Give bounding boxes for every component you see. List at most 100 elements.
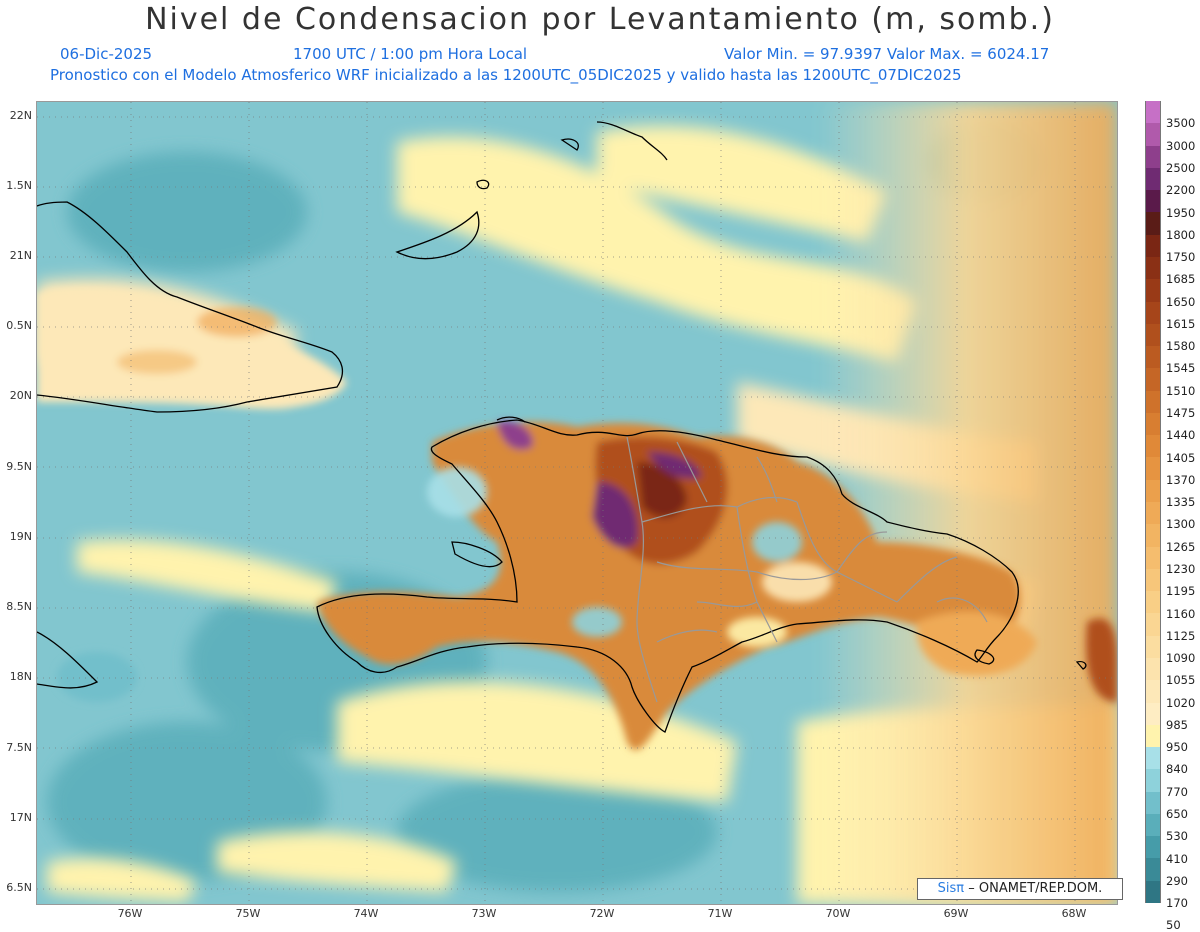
color-scale-swatch [1145,591,1161,614]
lat-label: 9.5N [6,460,32,473]
great-inagua [395,210,480,260]
color-scale-swatch [1145,791,1161,815]
jamaica-coastline [37,631,99,689]
sispi-logo: Sisπ [937,881,965,896]
color-scale-label: 2500 [1166,160,1196,175]
lon-label: 70W [825,907,851,920]
color-scale-label: 1510 [1166,383,1196,398]
color-scale-label: 290 [1166,873,1188,888]
color-scale-label: 1265 [1166,539,1196,554]
lon-label: 74W [353,907,379,920]
lon-label: 69W [943,907,969,920]
credit-box: Sisπ – ONAMET/REP.DOM. [917,878,1123,900]
color-scale-swatch [1145,435,1161,458]
color-scale-swatch [1145,680,1161,703]
color-scale-label: 530 [1166,829,1188,844]
color-scale-label: 1160 [1166,606,1196,621]
mona-island [1075,660,1087,670]
color-scale-label: 1475 [1166,406,1196,421]
color-scale-swatch [1145,502,1161,525]
color-scale-swatch [1145,880,1161,904]
color-scale-swatch [1145,613,1161,637]
color-scale-swatch [1145,234,1161,258]
color-scale-swatch [1145,323,1161,347]
lon-label: 75W [235,907,261,920]
lon-label: 71W [707,907,733,920]
color-scale-label: 1615 [1166,316,1196,331]
color-scale-swatch [1145,747,1161,770]
color-scale-swatch [1145,724,1161,748]
lat-label: 1.5N [6,179,32,192]
forecast-date: 06-Dic-2025 [60,45,153,63]
caicos-islands [560,121,668,161]
color-scale-label: 1685 [1166,272,1196,287]
color-scale-swatch [1145,858,1161,882]
color-scale-label: 1195 [1166,584,1196,599]
color-scale-swatch [1145,368,1161,392]
color-scale-swatch [1145,346,1161,369]
lat-label: 0.5N [6,319,32,332]
color-scale-label: 770 [1166,784,1188,799]
lon-label: 76W [117,907,143,920]
color-scale-label: 950 [1166,740,1188,755]
lat-label: 8.5N [6,600,32,613]
forecast-description: Pronostico con el Modelo Atmosferico WRF… [50,66,962,84]
color-scale-swatch [1145,702,1161,726]
east-warm-region [817,102,1117,904]
color-scale-swatch [1145,123,1161,147]
color-scale-swatch [1145,657,1161,681]
color-scale-label: 3500 [1166,116,1196,131]
color-scale-label: 1750 [1166,250,1196,265]
color-scale-swatch [1145,546,1161,570]
value-min-max: Valor Min. = 97.9397 Valor Max. = 6024.1… [724,45,1050,63]
color-scale-label: 1580 [1166,339,1196,354]
map-title: Nivel de Condensacion por Levantamiento … [145,2,1055,37]
color-scale-swatch [1145,212,1161,236]
color-scale-label: 1545 [1166,361,1196,376]
color-scale-label: 650 [1166,807,1188,822]
color-scale-label: 1950 [1166,205,1196,220]
color-scale-label: 1055 [1166,673,1196,688]
little-inagua [476,179,490,190]
color-scale-label: 1405 [1166,450,1196,465]
color-scale-label: 410 [1166,851,1188,866]
color-scale-swatch [1145,145,1161,169]
forecast-time: 1700 UTC / 1:00 pm Hora Local [293,45,528,63]
tortuga-island [496,416,526,423]
map-panel[interactable] [36,101,1118,905]
map-canvas [37,102,1117,904]
island-teal-pockets [427,467,832,647]
color-scale-swatch [1145,301,1161,325]
hispaniola-coastline [316,419,1019,733]
color-scale-label: 3000 [1166,138,1196,153]
lat-label: 20N [9,389,32,402]
lat-label: 7.5N [6,741,32,754]
color-scale-label: 2200 [1166,183,1196,198]
color-scale-swatch [1145,479,1161,503]
color-scale-label: 1300 [1166,517,1196,532]
lat-label: 6.5N [6,881,32,894]
color-scale-label: 170 [1166,896,1188,911]
gonave-island [451,541,503,568]
color-scale-swatch [1145,256,1161,280]
coastlines [37,121,1087,733]
color-scale-label: 50 [1166,918,1181,932]
color-scale-swatch [1145,524,1161,548]
color-scale-bar [1145,101,1161,904]
color-scale-label: 1370 [1166,472,1196,487]
color-scale-label: 1440 [1166,428,1196,443]
color-scale-swatch [1145,279,1161,302]
color-scale-swatch [1145,769,1161,793]
color-scale-label: 1090 [1166,651,1196,666]
color-scale-swatch [1145,635,1161,659]
jamaica-shading [57,652,137,702]
credit-text: – ONAMET/REP.DOM. [968,881,1103,896]
lat-label: 18N [9,670,32,683]
color-scale-label: 985 [1166,717,1188,732]
cuba-shading [37,288,347,409]
color-scale-swatch [1145,412,1161,436]
color-scale-label: 1125 [1166,628,1196,643]
color-scale-label: 1650 [1166,294,1196,309]
saona-island [974,649,995,665]
hispaniola-shading [317,421,1117,751]
